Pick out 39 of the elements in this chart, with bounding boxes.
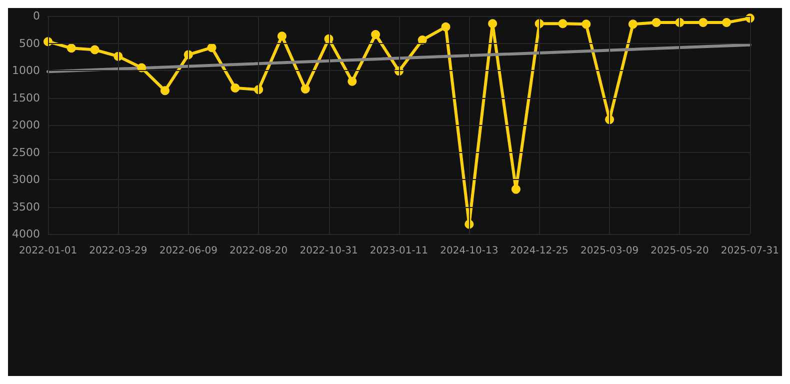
x-tick-label: 2025-05-20 — [650, 246, 709, 256]
y-tick-label: 0 — [33, 10, 40, 22]
x-tick-label: 2024-12-25 — [510, 246, 568, 256]
y-tick-label: 1500 — [12, 91, 40, 104]
y-tick-label: 1000 — [12, 64, 40, 77]
point — [277, 32, 286, 41]
point — [698, 18, 708, 28]
y-tick-label: 3000 — [12, 173, 40, 186]
x-tick-label: 2022-01-01 — [18, 246, 78, 256]
y-tick-label: 3500 — [12, 200, 40, 214]
point — [582, 20, 591, 29]
point — [348, 76, 357, 86]
x-tick-label: 2024-10-13 — [440, 246, 498, 256]
y-tick-label: 500 — [19, 36, 40, 50]
point — [371, 30, 380, 40]
x-tick-label: 2022-10-31 — [300, 246, 358, 256]
x-tick-label: 2025-03-09 — [580, 246, 639, 256]
point — [90, 45, 100, 54]
point — [66, 44, 76, 53]
x-tick-label: 2025-07-31 — [720, 246, 780, 256]
x-tick-label: 2022-06-09 — [159, 246, 218, 256]
point — [722, 18, 732, 28]
point — [558, 19, 568, 28]
point — [207, 43, 216, 52]
y-tick-label: 2500 — [12, 146, 40, 159]
point — [652, 18, 661, 28]
y-tick-label: 4000 — [12, 228, 40, 240]
point — [511, 184, 520, 194]
point — [488, 19, 498, 28]
point — [441, 22, 450, 32]
x-tick-label: 2023-01-11 — [370, 246, 428, 256]
point — [628, 20, 638, 29]
point — [230, 83, 240, 92]
x-tick-label: 2022-03-29 — [89, 246, 148, 256]
y-tick-label: 2000 — [12, 118, 40, 132]
point — [418, 35, 427, 44]
x-tick-label: 2022-08-20 — [230, 246, 288, 256]
point — [300, 84, 310, 94]
point — [160, 86, 170, 96]
